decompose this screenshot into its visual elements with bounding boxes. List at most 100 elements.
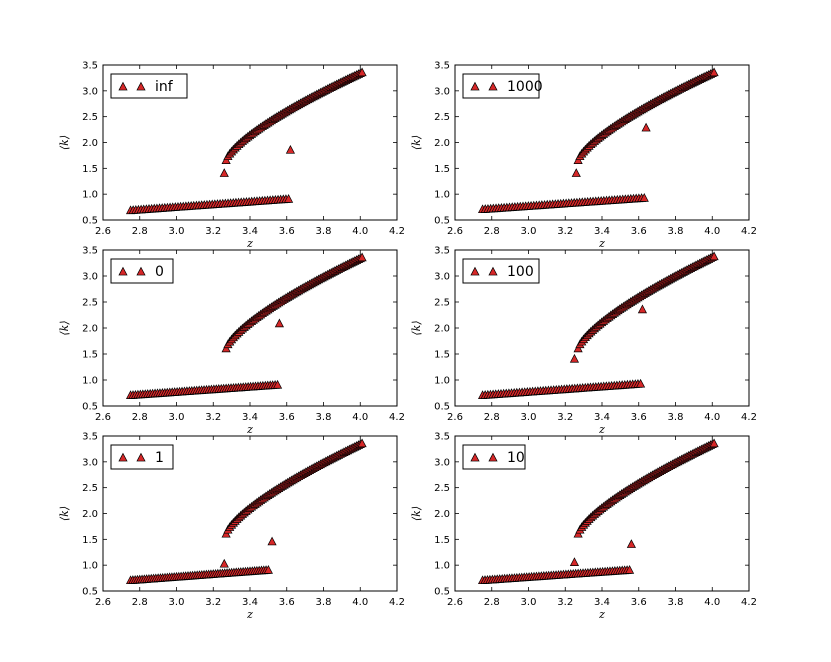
y-axis-label: ⟨k⟩	[58, 506, 71, 521]
x-tick-label: 3.2	[557, 226, 573, 237]
legend-label: 100	[507, 264, 534, 280]
y-tick-label: 1.5	[434, 535, 450, 546]
y-axis-label: ⟨k⟩	[58, 135, 71, 150]
y-tick-label: 1.0	[434, 376, 450, 387]
x-tick-label: 2.6	[95, 412, 111, 423]
x-tick-label: 4.0	[704, 226, 720, 237]
panel-6: 2.6 2.8 3.0 3.2 3.4 3.6 3.8 4.0 4.2 0.5 1.0 1.5 2.0 2…	[410, 432, 757, 622]
y-tick-label: 2.5	[82, 298, 98, 309]
y-tick-label: 2.5	[434, 112, 450, 123]
y-tick-label: 2.0	[82, 138, 98, 149]
x-tick-label: 4.0	[704, 597, 720, 608]
x-tick-label: 3.0	[169, 226, 185, 237]
y-tick-label: 2.5	[82, 112, 98, 123]
y-tick-label: 1.5	[82, 350, 98, 361]
y-tick-label: 1.0	[82, 190, 98, 201]
x-tick-label: 2.8	[484, 226, 500, 237]
y-tick-label: 0.5	[434, 216, 450, 227]
legend-label: 10	[507, 450, 525, 466]
x-axis-label: z	[598, 237, 605, 250]
panel-1: 2.6 2.8 3.0 3.2 3.4 3.6 3.8 4.0 4.2 0.5 1.0 1.5 2.0 2…	[58, 61, 405, 251]
x-tick-label: 3.4	[594, 597, 610, 608]
data-point	[639, 192, 649, 202]
y-tick-label: 3.5	[82, 246, 98, 257]
panel-2: 2.6 2.8 3.0 3.2 3.4 3.6 3.8 4.0 4.2 0.5 1.0 1.5 2.0 2…	[410, 61, 757, 251]
x-tick-label: 2.8	[132, 412, 148, 423]
x-tick-label: 3.6	[631, 597, 647, 608]
x-tick-label: 4.0	[352, 412, 368, 423]
data-point	[709, 438, 719, 448]
x-tick-label: 3.6	[279, 597, 295, 608]
y-tick-label: 1.5	[82, 535, 98, 546]
x-axis-label: z	[246, 608, 253, 621]
x-tick-label: 2.6	[447, 412, 463, 423]
panel-5: 2.6 2.8 3.0 3.2 3.4 3.6 3.8 4.0 4.2 0.5 1.0 1.5 2.0 2…	[58, 432, 405, 622]
x-tick-label: 3.0	[169, 597, 185, 608]
x-tick-label: 3.8	[316, 226, 332, 237]
y-tick-label: 1.5	[434, 350, 450, 361]
x-tick-label: 2.8	[484, 412, 500, 423]
data-point-outlier	[219, 168, 229, 177]
x-tick-label: 3.4	[242, 597, 258, 608]
x-axis-label: z	[246, 423, 253, 436]
legend-marker	[488, 452, 498, 462]
x-tick-label: 4.2	[741, 226, 757, 237]
x-axis-label: z	[246, 237, 253, 250]
x-axis-label: z	[598, 608, 605, 621]
legend-marker	[470, 452, 480, 462]
legend-label: inf	[155, 79, 174, 95]
x-tick-label: 3.2	[205, 597, 221, 608]
y-axis-label: ⟨k⟩	[410, 506, 423, 521]
legend-label: 1000	[507, 79, 543, 95]
x-tick-label: 4.2	[741, 412, 757, 423]
data-point	[636, 378, 646, 388]
legend-label: 0	[155, 264, 164, 280]
y-tick-label: 0.5	[82, 587, 98, 598]
series-points	[125, 252, 367, 399]
y-tick-label: 1.0	[82, 376, 98, 387]
legend-marker	[118, 81, 128, 91]
y-tick-label: 0.5	[434, 587, 450, 598]
y-tick-label: 2.0	[434, 138, 450, 149]
series-points	[477, 438, 719, 585]
data-point	[709, 67, 719, 77]
x-tick-label: 2.6	[447, 597, 463, 608]
data-point	[357, 252, 367, 262]
series-points	[477, 251, 719, 399]
x-tick-label: 3.8	[316, 597, 332, 608]
legend-marker	[470, 81, 480, 91]
data-point	[272, 379, 283, 389]
y-tick-label: 3.5	[434, 432, 450, 443]
y-tick-label: 0.5	[434, 402, 450, 413]
data-point-outlier	[267, 536, 277, 546]
x-tick-label: 3.0	[169, 412, 185, 423]
legend-marker	[488, 81, 498, 91]
x-tick-label: 3.0	[521, 412, 537, 423]
y-tick-label: 3.5	[82, 432, 98, 443]
x-tick-label: 2.8	[132, 597, 148, 608]
legend-box	[462, 73, 540, 99]
series-points	[125, 438, 367, 585]
y-tick-label: 3.5	[434, 61, 450, 72]
y-tick-label: 3.0	[82, 86, 98, 97]
y-tick-label: 1.5	[434, 164, 450, 175]
x-tick-label: 3.4	[242, 412, 258, 423]
y-tick-label: 3.5	[82, 61, 98, 72]
data-point-outlier	[219, 558, 229, 568]
y-axis-label: ⟨k⟩	[410, 320, 423, 335]
y-axis-label: ⟨k⟩	[410, 135, 423, 150]
legend-marker	[118, 452, 128, 462]
x-tick-label: 2.6	[95, 597, 111, 608]
y-tick-label: 3.0	[82, 272, 98, 283]
data-point	[357, 438, 367, 448]
data-point-outlier	[626, 539, 636, 548]
legend-marker	[136, 266, 146, 276]
x-tick-label: 2.6	[95, 226, 111, 237]
data-point	[263, 565, 273, 574]
x-tick-label: 4.0	[352, 226, 368, 237]
y-tick-label: 3.0	[434, 86, 450, 97]
y-tick-label: 2.5	[434, 298, 450, 309]
data-point	[624, 565, 635, 574]
